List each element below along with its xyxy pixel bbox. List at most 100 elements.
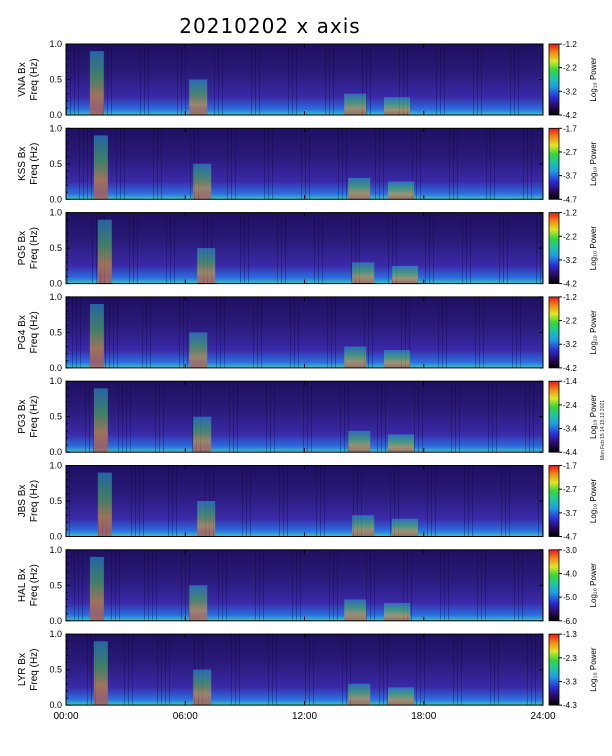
y-tick-label: 0.0 bbox=[49, 447, 62, 457]
colorbar-label: Log₁₀ Power bbox=[589, 141, 598, 186]
y-tick-label: 0.5 bbox=[49, 243, 62, 253]
colorbar-tick-label: -4.7 bbox=[563, 533, 577, 542]
y-tick-label: 1.0 bbox=[49, 123, 62, 133]
colorbar-tick-label: -3.4 bbox=[563, 425, 577, 434]
spectrogram-image bbox=[66, 44, 543, 115]
panel-pg3 bbox=[65, 380, 562, 453]
colorbar-tick-label: -2.4 bbox=[563, 401, 577, 410]
station-label: PG4 Bx bbox=[17, 315, 28, 349]
colorbar-tick-label: -5.0 bbox=[563, 593, 577, 602]
colorbar bbox=[548, 633, 560, 706]
colorbar-label: Log₁₀ Power bbox=[589, 226, 598, 271]
colorbar-tick-label: -4.0 bbox=[563, 569, 577, 578]
colorbar-tick-label: -3.2 bbox=[563, 340, 577, 349]
colorbar-tick-label: -2.7 bbox=[563, 485, 577, 494]
timestamp-note: Mon Feb 15 14:15:13 2021 bbox=[600, 330, 610, 460]
colorbar-tick-label: -3.0 bbox=[563, 546, 577, 555]
y-tick-label: 1.0 bbox=[49, 39, 62, 49]
station-label: PG5 Bx bbox=[17, 231, 28, 265]
colorbar-tick-label: -1.4 bbox=[563, 377, 577, 386]
colorbar-tick-label: -1.3 bbox=[563, 630, 577, 639]
x-tick-label: 18:00 bbox=[411, 711, 436, 722]
station-label: PG3 Bx bbox=[17, 399, 28, 433]
y-tick-label: 0.5 bbox=[49, 580, 62, 590]
panel-pg5 bbox=[65, 212, 562, 285]
freq-axis-label: Freq (Hz) bbox=[29, 564, 40, 606]
colorbar-label: Log₁₀ Power bbox=[589, 563, 598, 608]
freq-axis-label: Freq (Hz) bbox=[29, 396, 40, 438]
colorbar-tick-label: -3.2 bbox=[563, 87, 577, 96]
colorbar-tick-label: -1.2 bbox=[563, 293, 577, 302]
colorbar-tick-label: -4.2 bbox=[563, 280, 577, 289]
colorbar-tick-label: -1.7 bbox=[563, 124, 577, 133]
y-tick-label: 1.0 bbox=[49, 629, 62, 639]
panel-lyr bbox=[65, 633, 562, 706]
panel-pg4 bbox=[65, 296, 562, 369]
freq-axis-label: Freq (Hz) bbox=[29, 227, 40, 269]
colorbar-tick-label: -6.0 bbox=[563, 617, 577, 626]
colorbar bbox=[548, 127, 560, 200]
station-label: JBS Bx bbox=[17, 485, 28, 518]
y-tick-label: 0.5 bbox=[49, 75, 62, 85]
colorbar-tick-label: -2.2 bbox=[563, 64, 577, 73]
y-tick-label: 0.0 bbox=[49, 616, 62, 626]
spectrogram-image bbox=[66, 212, 543, 284]
freq-axis-label: Freq (Hz) bbox=[29, 480, 40, 522]
spectrogram-image bbox=[66, 549, 543, 621]
x-tick-label: 24:00 bbox=[530, 711, 555, 722]
panel-kss bbox=[65, 127, 562, 200]
y-tick-label: 0.5 bbox=[49, 496, 62, 506]
y-tick-label: 0.0 bbox=[49, 279, 62, 289]
station-label: KSS Bx bbox=[17, 147, 28, 181]
y-tick-label: 0.0 bbox=[49, 532, 62, 542]
colorbar-tick-label: -4.3 bbox=[563, 701, 577, 710]
spectrogram-image bbox=[66, 128, 543, 200]
colorbar bbox=[548, 465, 560, 537]
spectrogram-image bbox=[66, 296, 543, 368]
colorbar-tick-label: -2.2 bbox=[563, 317, 577, 326]
y-tick-label: 0.5 bbox=[49, 412, 62, 422]
colorbar-label: Log₁₀ Power bbox=[589, 394, 598, 439]
x-tick-label: 12:00 bbox=[292, 711, 317, 722]
colorbar-tick-label: -2.2 bbox=[563, 232, 577, 241]
colorbar bbox=[548, 380, 560, 453]
panel-vna bbox=[65, 43, 562, 116]
y-tick-label: 0.5 bbox=[49, 665, 62, 675]
colorbar-tick-label: -3.3 bbox=[563, 677, 577, 686]
station-label: HAL Bx bbox=[17, 569, 28, 603]
spectrogram-image bbox=[66, 381, 543, 453]
colorbar-tick-label: -1.2 bbox=[563, 40, 577, 49]
colorbar-tick-label: -3.7 bbox=[563, 509, 577, 518]
colorbar-tick-label: -3.7 bbox=[563, 172, 577, 181]
panel-jbs bbox=[65, 465, 562, 537]
spectrogram-image bbox=[66, 465, 543, 537]
y-tick-label: 0.5 bbox=[49, 159, 62, 169]
y-tick-label: 1.0 bbox=[49, 208, 62, 218]
colorbar-tick-label: -2.7 bbox=[563, 148, 577, 157]
colorbar-tick-label: -3.2 bbox=[563, 256, 577, 265]
colorbar-label: Log₁₀ Power bbox=[589, 647, 598, 692]
y-tick-label: 1.0 bbox=[49, 292, 62, 302]
y-tick-label: 0.0 bbox=[49, 363, 62, 373]
colorbar-tick-label: -4.7 bbox=[563, 195, 577, 204]
y-tick-label: 1.0 bbox=[49, 376, 62, 386]
colorbar bbox=[548, 549, 560, 622]
y-tick-label: 0.0 bbox=[49, 110, 62, 120]
y-tick-label: 1.0 bbox=[49, 461, 62, 471]
y-tick-label: 0.0 bbox=[49, 700, 62, 710]
station-label: LYR Bx bbox=[17, 653, 28, 686]
freq-axis-label: Freq (Hz) bbox=[29, 58, 40, 100]
colorbar-label: Log₁₀ Power bbox=[589, 479, 598, 524]
colorbar-tick-label: -1.7 bbox=[563, 462, 577, 471]
colorbar bbox=[548, 43, 560, 116]
station-label: VNA Bx bbox=[17, 62, 28, 96]
freq-axis-label: Freq (Hz) bbox=[29, 648, 40, 690]
y-tick-label: 0.0 bbox=[49, 194, 62, 204]
figure-title: 20210202 x axis bbox=[179, 14, 361, 38]
colorbar-label: Log₁₀ Power bbox=[589, 310, 598, 355]
x-tick-label: 00:00 bbox=[53, 711, 78, 722]
colorbar bbox=[548, 296, 560, 369]
colorbar-label: Log₁₀ Power bbox=[589, 57, 598, 102]
freq-axis-label: Freq (Hz) bbox=[29, 143, 40, 185]
